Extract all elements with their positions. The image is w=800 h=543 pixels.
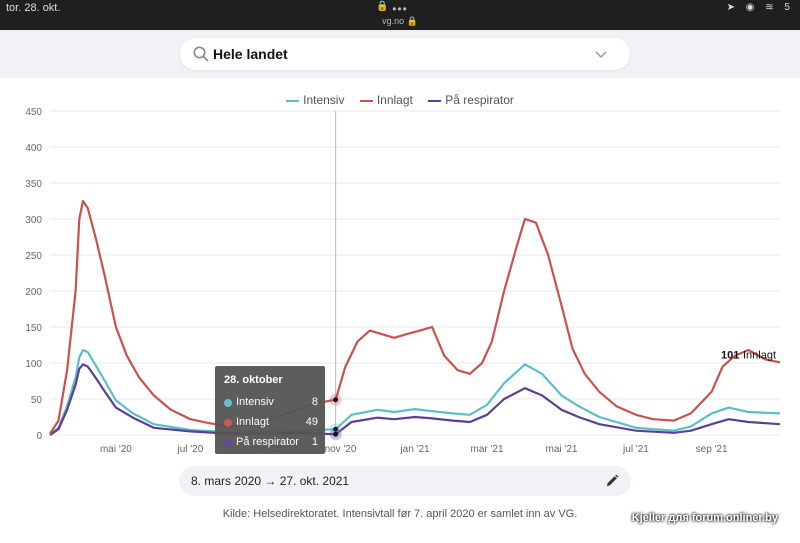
status-time: tor. 28. okt. — [6, 2, 61, 14]
chevron-down-icon[interactable] — [594, 47, 608, 61]
legend-item-respirator[interactable]: På respirator — [428, 93, 514, 107]
tooltip-row-value: 49 — [305, 416, 318, 428]
tooltip-row-value: 8 — [311, 396, 318, 408]
y-tick-label: 250 — [25, 251, 42, 262]
tooltip-row: Innlagt 49 — [224, 416, 318, 430]
x-tick-label: nov '20 — [325, 444, 357, 455]
tooltip-dot — [224, 439, 232, 447]
tooltip-row-label: På respirator — [236, 436, 299, 448]
y-tick-label: 0 — [36, 431, 42, 442]
hover-point — [333, 426, 339, 432]
status-icons: ➤ ◉ ≋ 5 — [726, 2, 794, 13]
x-tick-label: mai '21 — [546, 444, 578, 455]
lock-icon: 🔒 — [376, 1, 389, 12]
y-tick-label: 200 — [25, 287, 42, 298]
hospitalization-chart[interactable]: 450 400 350 300 250 200 150 100 50 0 mai '20 jul '2… — [0, 78, 800, 458]
chart-tooltip: 28. oktober Intensiv 8 Innlagt 49 På res… — [215, 366, 325, 454]
legend-swatch — [359, 99, 373, 102]
tooltip-row: På respirator 1 — [224, 436, 318, 450]
status-bar: tor. 28. okt. 🔒 ••• vg.no 🔒 ➤ ◉ ≋ 5 — [0, 0, 800, 30]
region-label: Hele landet — [213, 46, 288, 62]
region-select[interactable]: Hele landet — [180, 38, 630, 70]
hover-point — [333, 431, 339, 437]
search-icon — [193, 46, 209, 62]
x-tick-label: mai '20 — [100, 444, 132, 455]
tooltip-row: Intensiv 8 — [224, 396, 318, 410]
legend-swatch — [428, 99, 442, 102]
legend-label: Innlagt — [376, 93, 413, 107]
x-tick-label: jan '21 — [399, 444, 430, 455]
x-tick-label: sep '21 — [696, 444, 728, 455]
annotation-value: 101 — [721, 349, 739, 361]
tab-dots[interactable]: ••• — [392, 2, 408, 16]
series-line-prespirator — [49, 363, 781, 436]
tooltip-dot — [224, 399, 232, 407]
hover-point — [333, 397, 339, 403]
tooltip-row-label: Intensiv — [236, 396, 274, 408]
tooltip-title: 28. oktober — [224, 374, 283, 386]
legend-item-innlagt[interactable]: Innlagt — [359, 93, 413, 107]
legend-label: På respirator — [445, 93, 514, 107]
chart-legend: Intensiv Innlagt På respirator — [0, 93, 800, 107]
y-tick-label: 450 — [25, 107, 42, 118]
source-note: Kilde: Helsedirektoratet. Intensivtall f… — [222, 508, 578, 520]
tooltip-row-label: Innlagt — [236, 416, 270, 428]
date-range-selector[interactable]: 8. mars 2020 → 27. okt. 2021 — [179, 466, 631, 496]
tooltip-row-value: 1 — [311, 436, 318, 448]
y-tick-label: 400 — [25, 143, 42, 154]
x-tick-label: jul '20 — [176, 444, 203, 455]
legend-swatch — [286, 99, 300, 102]
watermark: Kjeller для forum.onliner.by — [631, 512, 778, 524]
y-tick-label: 100 — [25, 359, 42, 370]
annotation-label: Innlagt — [743, 349, 776, 361]
legend-label: Intensiv — [303, 93, 345, 107]
y-tick-label: 50 — [31, 395, 43, 406]
series-line-intensiv — [49, 348, 781, 436]
tooltip-dot — [224, 419, 232, 427]
series-line-innlagt — [49, 199, 781, 435]
url-label[interactable]: vg.no 🔒 — [382, 16, 418, 26]
pencil-icon[interactable] — [605, 474, 619, 488]
date-range-text: 8. mars 2020 → 27. okt. 2021 — [191, 474, 350, 488]
x-tick-label: jul '21 — [622, 444, 649, 455]
x-tick-label: mar '21 — [470, 444, 503, 455]
y-tick-label: 300 — [25, 215, 42, 226]
chart-panel: Intensiv Innlagt På respirator 450 400 350… — [0, 78, 800, 543]
y-tick-label: 150 — [25, 323, 42, 334]
legend-item-intensiv[interactable]: Intensiv — [286, 93, 344, 107]
y-tick-label: 350 — [25, 179, 42, 190]
